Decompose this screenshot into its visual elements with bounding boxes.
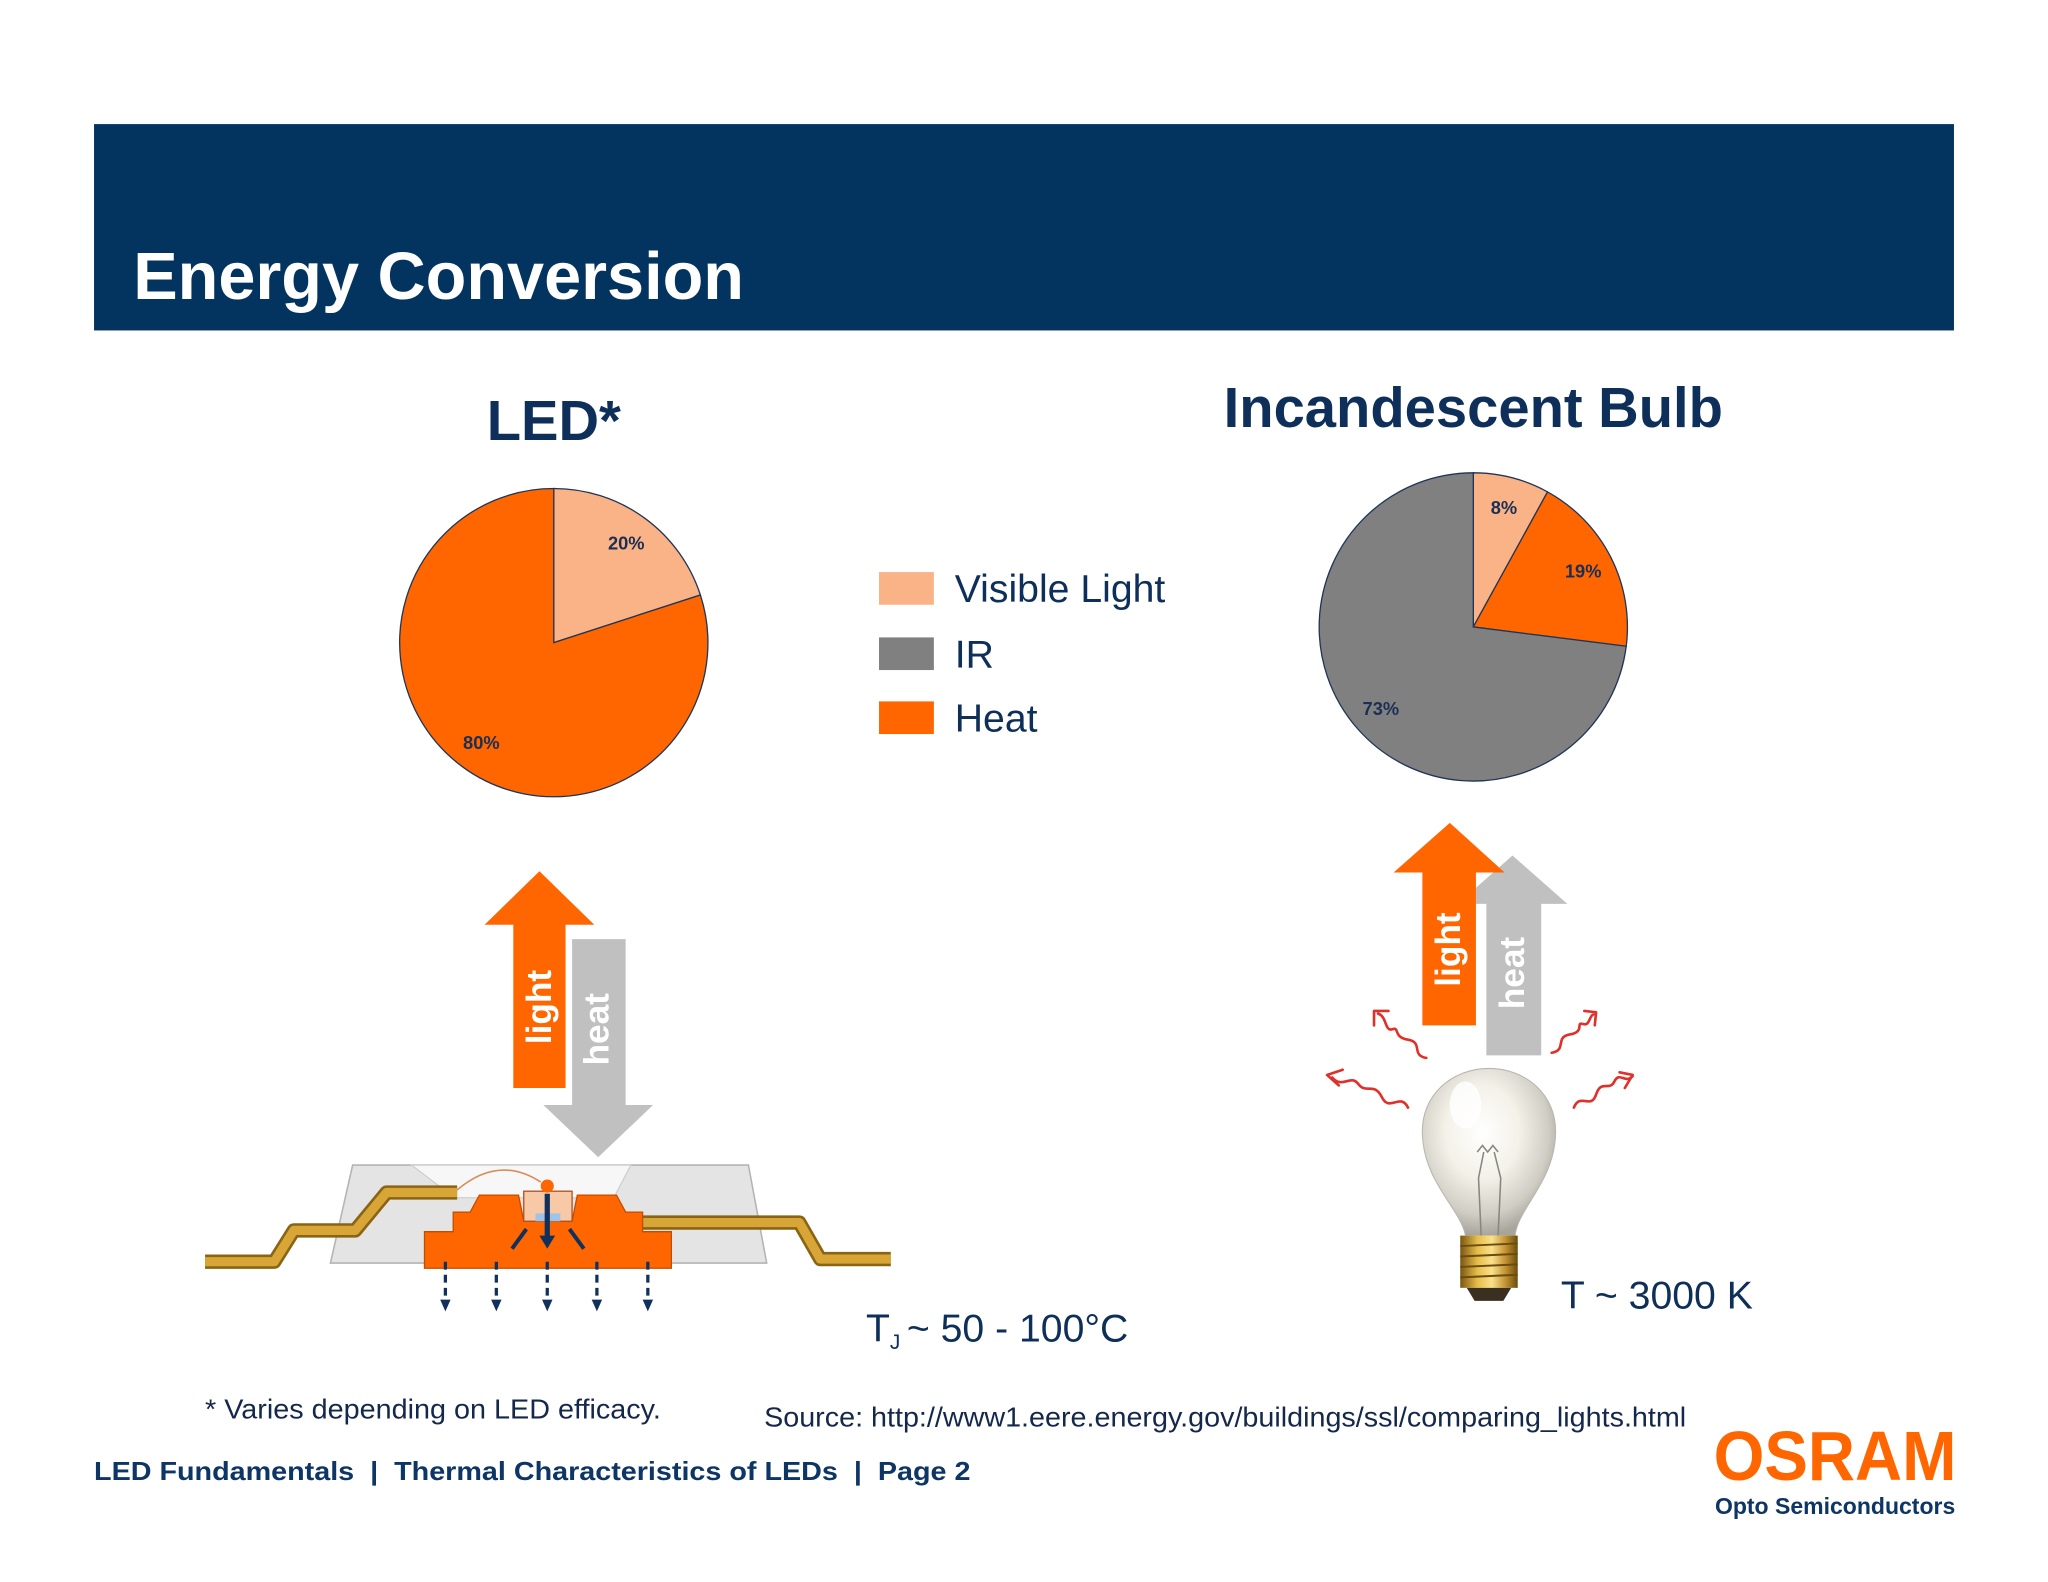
bulb-filament bbox=[1476, 1144, 1502, 1236]
led-lead-left bbox=[205, 1187, 458, 1267]
bulb-glass bbox=[1421, 1067, 1557, 1237]
pie-slice-ir bbox=[1318, 472, 1627, 782]
led-heat-arrow-label: heat bbox=[577, 993, 616, 1066]
bulb-heat-arrow-label: heat bbox=[1493, 937, 1532, 1010]
legend-swatch-visible-light bbox=[879, 572, 934, 605]
led-board-heat-arrows bbox=[443, 1261, 650, 1303]
temp-symbol: T bbox=[866, 1307, 890, 1350]
wave-arrow-left-upper bbox=[1372, 1009, 1428, 1060]
bulb-light-arrow-label: light bbox=[1429, 912, 1468, 987]
footer-breadcrumb: LED Fundamentals | Thermal Characteristi… bbox=[94, 1456, 970, 1486]
heat-radiation-waves bbox=[1325, 1009, 1634, 1109]
temp-subscript: J bbox=[890, 1331, 900, 1354]
led-heat-arrow bbox=[543, 939, 654, 1158]
pie-slice-heat bbox=[1472, 491, 1629, 647]
pie-label-visible-light: 20% bbox=[608, 532, 645, 553]
bulb-arrows: light heat bbox=[1393, 822, 1568, 1056]
temp-range: ~ 50 - 100°C bbox=[907, 1307, 1128, 1350]
bulb-illustration bbox=[1421, 1067, 1557, 1301]
led-arrows: light heat bbox=[484, 871, 654, 1158]
bulb-pie-chart: 8% 19% 73% bbox=[1318, 472, 1629, 782]
legend: Visible Light IR Heat bbox=[879, 568, 1165, 740]
wave-arrow-left-lower bbox=[1325, 1068, 1410, 1109]
led-light-arrow bbox=[484, 871, 595, 1089]
led-bond-pad bbox=[540, 1179, 554, 1193]
wave-arrow-right-lower bbox=[1572, 1071, 1634, 1109]
led-package-diagram bbox=[205, 1164, 891, 1312]
led-pie-chart: 20% 80% bbox=[399, 487, 709, 798]
bulb-highlight bbox=[1449, 1081, 1482, 1129]
source-note: Source: http://www1.eere.energy.gov/buil… bbox=[764, 1401, 1686, 1432]
bulb-base-threads bbox=[1460, 1242, 1518, 1279]
legend-swatch-ir bbox=[879, 637, 934, 671]
header-bar bbox=[94, 124, 1954, 331]
led-heat-flow-arrows bbox=[440, 1193, 654, 1312]
legend-label-heat: Heat bbox=[955, 697, 1038, 740]
pie-label-ir: 73% bbox=[1363, 698, 1400, 719]
legend-label-visible-light: Visible Light bbox=[955, 568, 1166, 611]
bulb-temperature: T ~ 3000 K bbox=[1561, 1275, 1753, 1318]
legend-swatch-heat bbox=[879, 701, 934, 735]
bulb-contact bbox=[1466, 1287, 1512, 1301]
bulb-chart-title: Incandescent Bulb bbox=[1224, 376, 1723, 439]
pie-label-visible-light: 8% bbox=[1491, 497, 1517, 518]
wave-arrow-right-upper bbox=[1550, 1009, 1598, 1055]
logo-brand: OSRAM bbox=[1714, 1417, 1957, 1495]
footnote: * Varies depending on LED efficacy. bbox=[205, 1393, 661, 1424]
logo-division: Opto Semiconductors bbox=[1715, 1493, 1955, 1519]
pie-slice-visible-light bbox=[553, 487, 702, 644]
led-bond-wire bbox=[456, 1169, 542, 1191]
bulb-light-arrow bbox=[1393, 822, 1505, 1026]
pie-label-heat: 19% bbox=[1565, 560, 1602, 581]
led-light-arrow-label: light bbox=[520, 970, 559, 1045]
osram-logo: OSRAM Opto Semiconductors bbox=[1714, 1417, 1957, 1519]
led-junction-temperature: TJ ~ 50 - 100°C bbox=[866, 1307, 1128, 1354]
led-chart-title: LED* bbox=[487, 389, 621, 452]
led-lead-right bbox=[640, 1217, 891, 1264]
bulb-heat-arrow bbox=[1457, 855, 1568, 1056]
legend-label-ir: IR bbox=[955, 633, 994, 676]
page-title: Energy Conversion bbox=[133, 240, 744, 314]
pie-label-heat: 80% bbox=[463, 732, 500, 753]
pie-slice-heat bbox=[399, 487, 709, 798]
